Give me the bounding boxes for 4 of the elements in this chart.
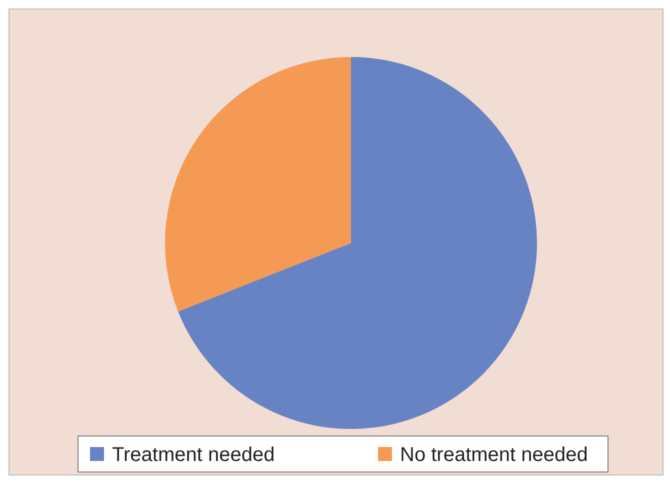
legend-entry: No treatment needed: [378, 444, 588, 466]
pie-slice: [178, 57, 537, 429]
legend-entry: Treatment needed: [90, 444, 275, 466]
pie-slice: [165, 57, 351, 312]
